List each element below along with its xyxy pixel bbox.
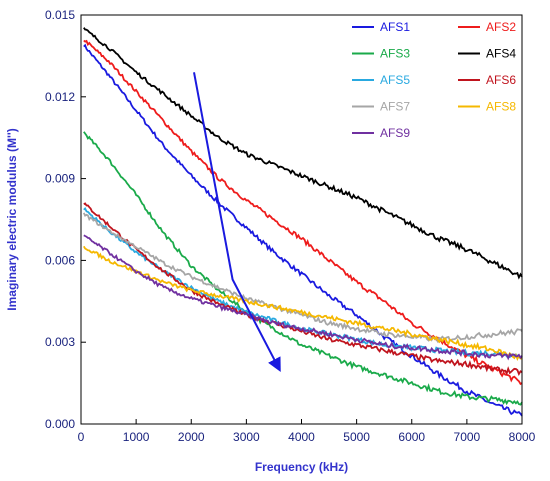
legend-label-afs9: AFS9 [380, 126, 410, 140]
x-tick-label: 4000 [288, 430, 315, 444]
x-tick-label: 1000 [123, 430, 150, 444]
series-line-afs1 [83, 43, 523, 417]
series-line-afs8 [83, 245, 523, 362]
x-tick-label: 6000 [398, 430, 425, 444]
y-tick-label: 0.000 [45, 417, 75, 431]
annotation-arrow-layer [193, 72, 281, 372]
y-tick-label: 0.009 [45, 172, 75, 186]
series-line-afs2 [83, 39, 523, 386]
series-layer [82, 27, 523, 417]
legend-label-afs6: AFS6 [486, 73, 516, 87]
trend-arrow [193, 72, 281, 372]
series-line-afs6 [83, 202, 523, 377]
legend: AFS1 AFS2 AFS3 AFS4 AFS5 AFS6 AFS7 AFS8 AFS9 [352, 20, 516, 140]
x-tick-label: 5000 [343, 430, 370, 444]
legend-label-afs4: AFS4 [486, 47, 516, 61]
y-tick-label: 0.015 [45, 8, 75, 22]
y-tick-label: 0.012 [45, 90, 75, 104]
y-axis-title: Imaginary electric modulus (M'') [5, 128, 19, 310]
x-tick-label: 3000 [233, 430, 260, 444]
legend-label-afs5: AFS5 [380, 73, 410, 87]
x-tick-label: 0 [78, 430, 85, 444]
x-tick-label: 7000 [454, 430, 481, 444]
legend-label-afs1: AFS1 [380, 20, 410, 34]
x-axis-title: Frequency (kHz) [255, 460, 348, 474]
legend-label-afs7: AFS7 [380, 100, 410, 114]
y-tick-label: 0.006 [45, 253, 75, 267]
legend-label-afs3: AFS3 [380, 47, 410, 61]
x-tick-label: 8000 [509, 430, 536, 444]
axes-layer [80, 14, 523, 425]
y-tick-label: 0.003 [45, 335, 75, 349]
legend-label-afs2: AFS2 [486, 20, 516, 34]
x-tick-label: 2000 [178, 430, 205, 444]
series-line-afs5 [83, 206, 523, 359]
series-line-afs3 [83, 131, 523, 406]
series-line-afs7 [82, 212, 523, 344]
y-tick-labels: 0.000 0.003 0.006 0.009 0.012 0.015 [45, 8, 75, 431]
series-line-afs4 [83, 27, 523, 280]
legend-label-afs8: AFS8 [486, 100, 516, 114]
x-tick-labels: 0 1000 2000 3000 4000 5000 6000 7000 8000 [78, 430, 536, 444]
series-line-afs9 [83, 234, 523, 361]
